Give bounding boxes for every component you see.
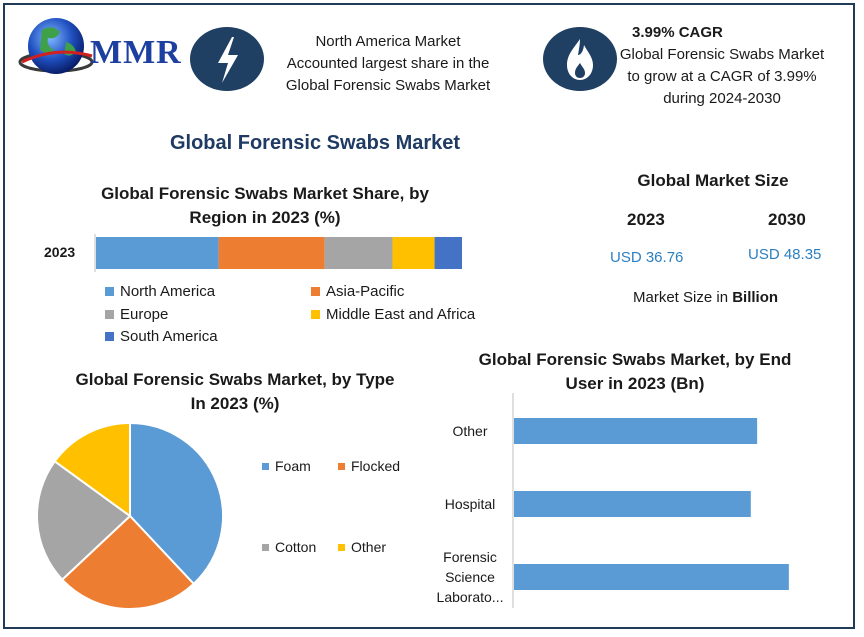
info-2-heading: 3.99% CAGR [632, 24, 723, 41]
legend-label: North America [120, 283, 216, 300]
region-bar-middle-east-and-africa [392, 237, 435, 269]
legend-swatch [262, 543, 269, 551]
brand-name: MMR [90, 34, 182, 71]
legend-swatch [311, 287, 320, 296]
info-1-line-1: North America Market [315, 33, 461, 50]
region-legend-north-america: North America [105, 283, 215, 300]
info-icon-circle-1 [190, 27, 264, 91]
market-size-title: Global Market Size [637, 171, 789, 190]
info-2-line-1: Global Forensic Swabs Market [619, 46, 825, 63]
pie-slice-flocked [60, 514, 196, 610]
enduser-label-hospital: Hospital [444, 496, 496, 512]
legend-label: Europe [120, 305, 169, 323]
globe-icon [18, 18, 94, 74]
legend-label: Cotton [275, 539, 317, 555]
market-size-value-2030: USD 48.35 [748, 246, 822, 263]
region-chart-title: Global Forensic Swabs Market Share, by R… [101, 184, 429, 227]
lightning-icon [218, 37, 238, 83]
region-category-label: 2023 [44, 244, 76, 260]
info-text-1: North America Market Accounted largest s… [268, 31, 508, 97]
page-title: Global Forensic Swabs Market [169, 132, 461, 154]
info-1-line-3: Global Forensic Swabs Market [285, 77, 491, 94]
region-legend-middle-east-and-africa: Middle East and Africa [311, 306, 475, 323]
market-size-note: Market Size in Billion [633, 289, 778, 306]
enduser-bar-hospital [514, 491, 751, 517]
region-legend-south-america: South America [105, 328, 218, 345]
enduser-bar-chart [512, 393, 789, 608]
region-bar-asia-pacific [218, 237, 325, 269]
pie-legend-other: Other [338, 539, 386, 555]
region-bar-north-america [96, 237, 219, 269]
legend-label: Other [351, 539, 387, 555]
market-size-value-2023: USD 36.76 [610, 249, 684, 266]
pie-legend-cotton: Cotton [262, 539, 316, 555]
region-legend-europe: Europe [105, 306, 168, 323]
info-2-line-2: to grow at a CAGR of 3.99% [627, 68, 817, 85]
info-2-line-3: during 2024-2030 [663, 90, 781, 107]
pie-slice-foam [129, 421, 224, 586]
market-size-year-2023: 2023 [627, 210, 665, 229]
region-bar-chart [94, 234, 462, 272]
legend-swatch [262, 462, 269, 470]
type-chart-title: Global Forensic Swabs Market, by Type In… [75, 370, 395, 413]
type-pie-chart [36, 421, 224, 610]
pie-legend-foam: Foam [262, 458, 311, 474]
info-1-line-2: Accounted largest share in the [286, 55, 490, 72]
flame-icon [567, 39, 593, 80]
market-size-year-2030: 2030 [768, 210, 806, 229]
pie-legend-flocked: Flocked [338, 458, 400, 474]
enduser-bar-forensic-science-laborato [514, 564, 789, 590]
enduser-bar-other [514, 418, 758, 444]
market-size-note-prefix: Market Size in [633, 289, 733, 306]
legend-label: Middle East and Africa [326, 305, 476, 323]
legend-label: Foam [275, 458, 311, 474]
enduser-label-forensic-science-laborato: Forensic Science Laborato... [436, 549, 504, 605]
region-legend-asia-pacific: Asia-Pacific [311, 283, 404, 300]
legend-swatch [311, 309, 320, 319]
legend-swatch [105, 309, 114, 319]
region-bar-south-america [434, 237, 462, 269]
pie-slice-other [53, 421, 131, 518]
info-text-2: 3.99% CAGR Global Forensic Swabs Market … [612, 22, 832, 110]
region-bar-europe [324, 237, 393, 269]
legend-swatch [105, 332, 114, 341]
legend-swatch [338, 462, 345, 470]
info-icon-circle-2 [543, 27, 617, 91]
legend-swatch [105, 287, 114, 296]
pie-slice-cotton [36, 459, 132, 582]
legend-label: South America [120, 328, 218, 345]
legend-label: Asia-Pacific [326, 283, 405, 300]
legend-swatch [338, 543, 345, 551]
page-frame [3, 3, 855, 629]
enduser-label-other: Other [452, 423, 488, 439]
market-size-note-unit: Billion [732, 289, 779, 306]
legend-label: Flocked [351, 458, 401, 474]
enduser-chart-title: Global Forensic Swabs Market, by End Use… [478, 350, 792, 393]
brand-logo [14, 12, 184, 78]
